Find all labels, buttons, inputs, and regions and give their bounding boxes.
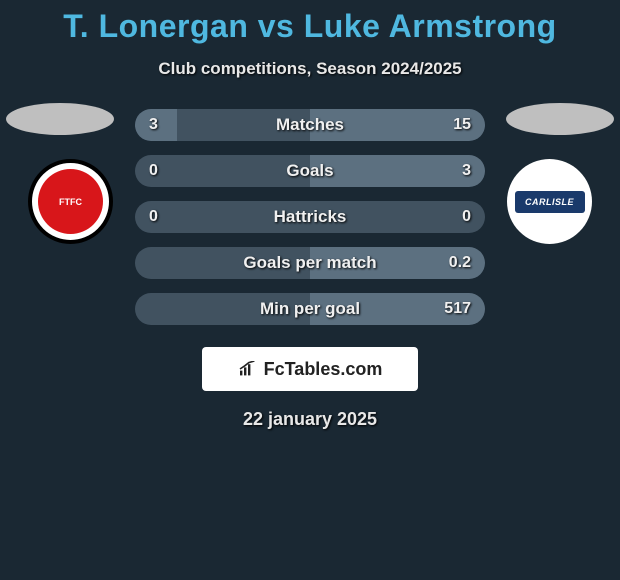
stat-row: 0Hattricks0 xyxy=(135,201,485,233)
club-badge-right-inner: CARLISLE xyxy=(515,191,585,213)
flag-right-placeholder xyxy=(506,103,614,135)
club-badge-left-label: FTFC xyxy=(59,197,82,207)
club-badge-right: CARLISLE xyxy=(507,159,592,244)
brand-box: FcTables.com xyxy=(202,347,418,391)
stat-label: Goals per match xyxy=(135,253,485,273)
club-badge-left: FTFC xyxy=(28,159,113,244)
date-line: 22 january 2025 xyxy=(0,409,620,430)
stat-value-right: 3 xyxy=(441,162,471,180)
stat-label: Min per goal xyxy=(135,299,485,319)
stat-label: Matches xyxy=(135,115,485,135)
stat-rows: 3Matches150Goals30Hattricks0Goals per ma… xyxy=(135,109,485,325)
stat-row: Min per goal517 xyxy=(135,293,485,325)
stat-row: 0Goals3 xyxy=(135,155,485,187)
stat-row: 3Matches15 xyxy=(135,109,485,141)
page-title: T. Lonergan vs Luke Armstrong xyxy=(0,8,620,45)
comparison-panel: FTFC CARLISLE 3Matches150Goals30Hattrick… xyxy=(0,109,620,325)
chart-icon xyxy=(238,361,258,377)
stat-value-right: 0 xyxy=(441,208,471,226)
stat-label: Goals xyxy=(135,161,485,181)
stat-value-right: 15 xyxy=(441,116,471,134)
club-badge-left-inner: FTFC xyxy=(38,169,103,234)
stat-value-right: 517 xyxy=(441,300,471,318)
subtitle: Club competitions, Season 2024/2025 xyxy=(0,59,620,79)
flag-left-placeholder xyxy=(6,103,114,135)
club-badge-right-label: CARLISLE xyxy=(525,197,574,207)
brand-text: FcTables.com xyxy=(264,359,383,380)
stat-value-right: 0.2 xyxy=(441,254,471,272)
stat-row: Goals per match0.2 xyxy=(135,247,485,279)
stat-label: Hattricks xyxy=(135,207,485,227)
